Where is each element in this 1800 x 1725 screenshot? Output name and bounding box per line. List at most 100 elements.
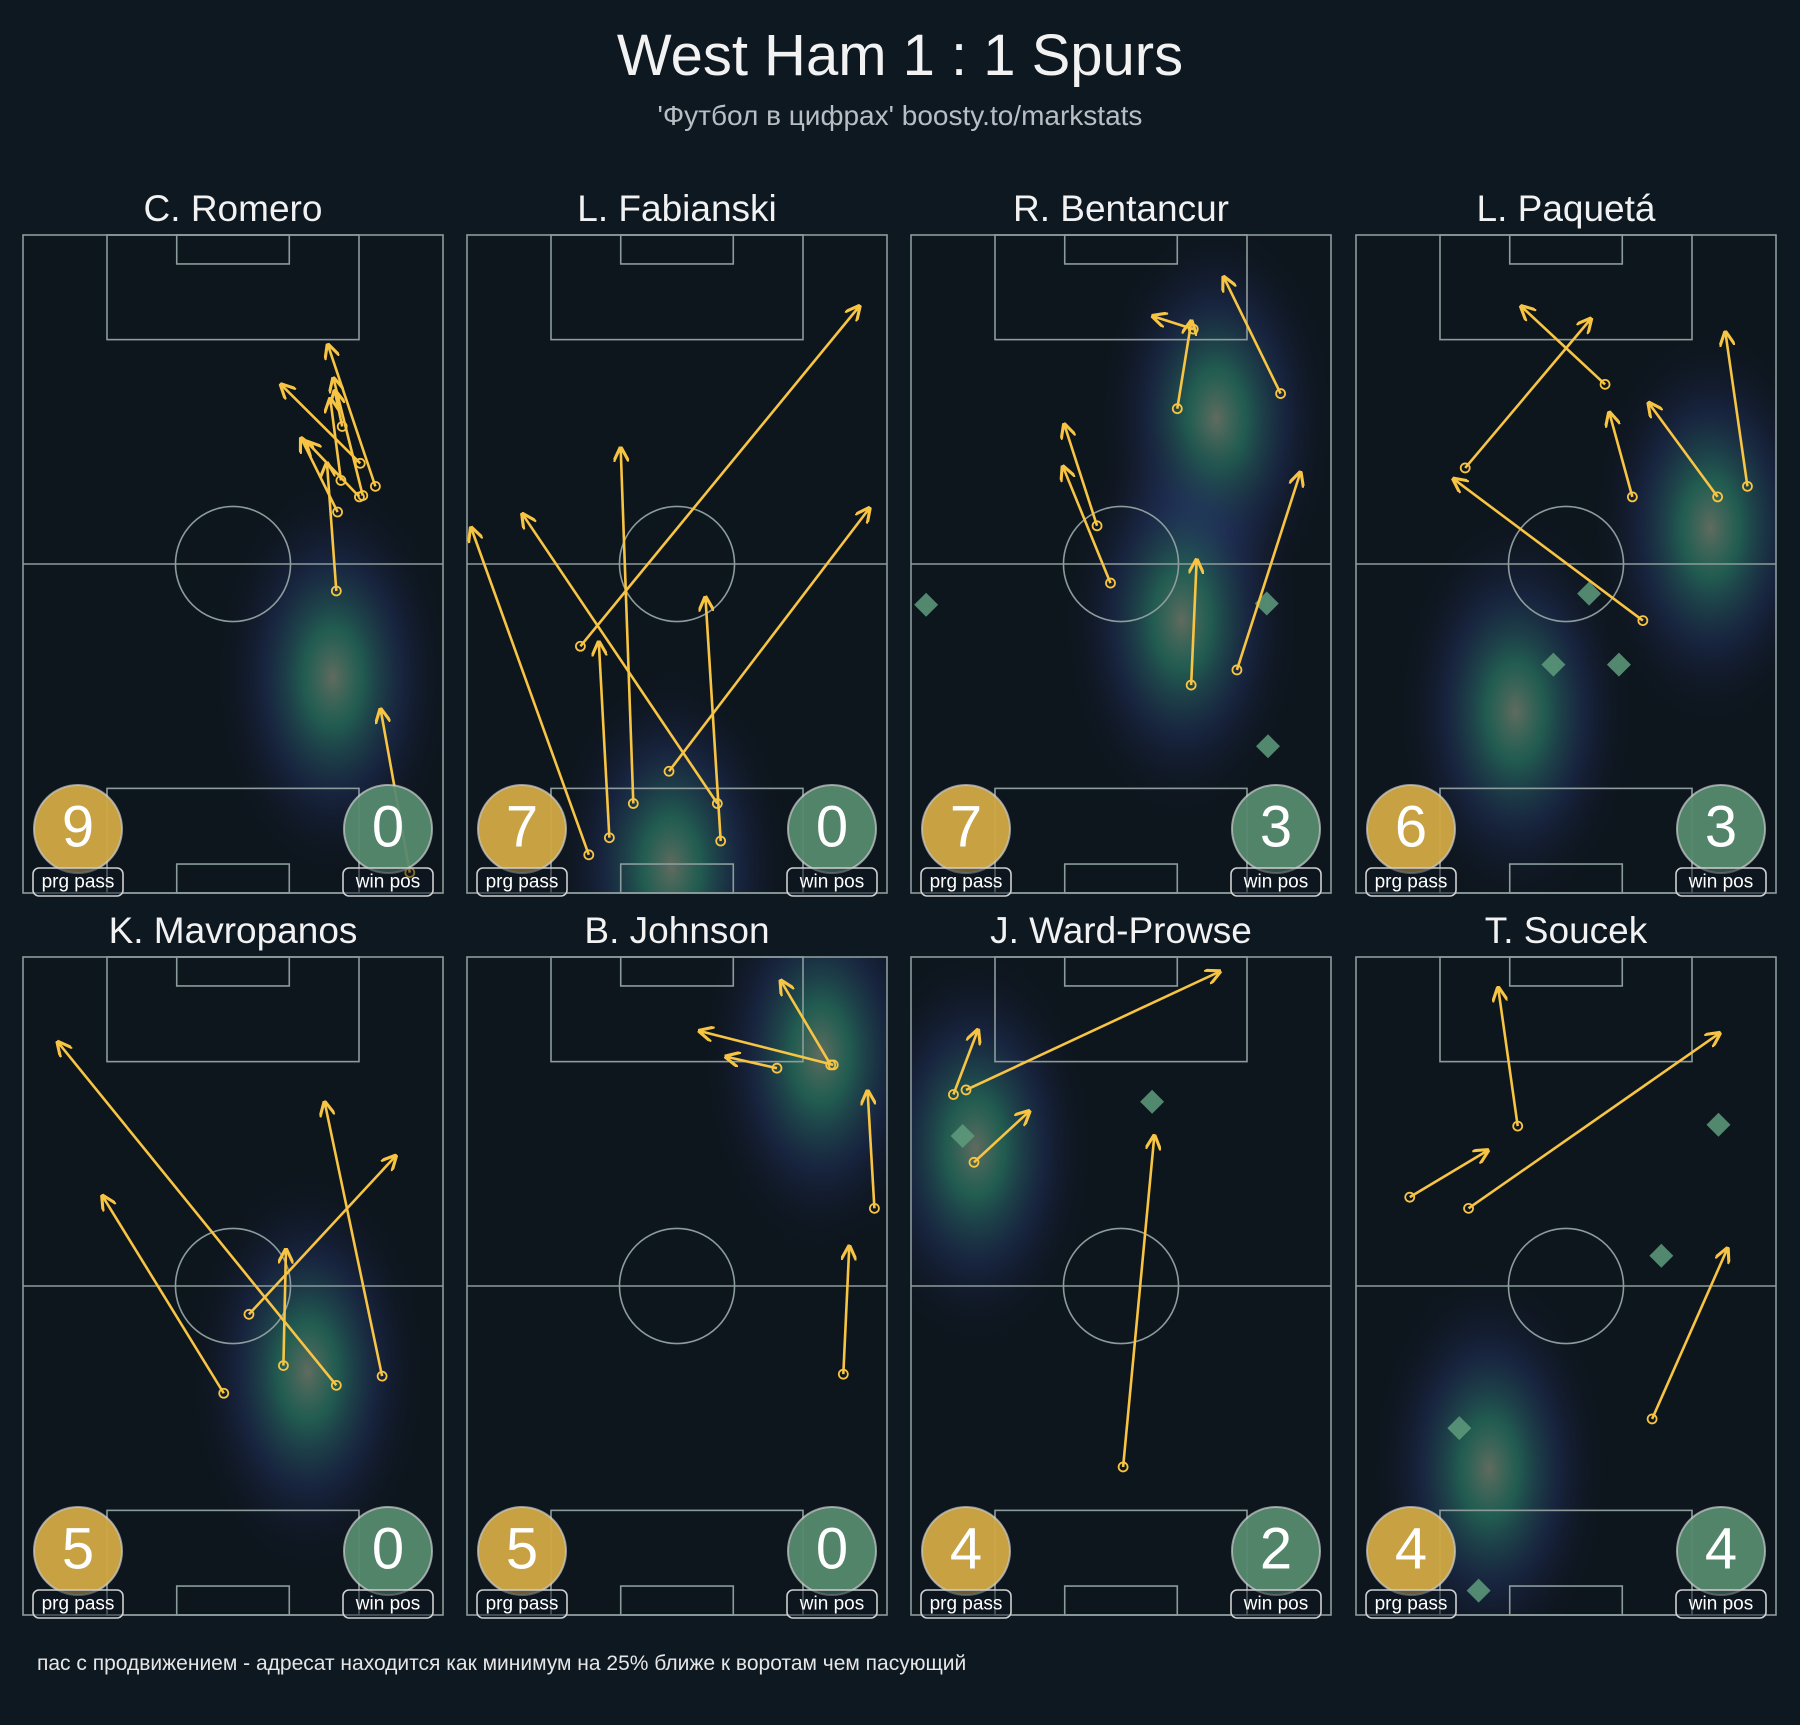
prg-pass-badge: 5 prg pass — [32, 1506, 124, 1619]
progressive-pass-arrow — [1467, 1034, 1719, 1210]
prg-pass-label-box — [1365, 867, 1457, 897]
density-heatmap — [190, 1174, 426, 1569]
prg-pass-count: 9 — [62, 795, 94, 860]
footnote: пас с продвижением - адресат находится к… — [37, 1652, 967, 1675]
pass-origin-marker — [1171, 403, 1183, 415]
center-circle — [618, 1227, 736, 1345]
win-pos-count: 3 — [1260, 795, 1292, 860]
win-position-marker — [1447, 1416, 1472, 1441]
prg-pass-label: prg pass — [930, 872, 1003, 893]
pass-origin-marker — [1187, 323, 1199, 335]
pass-origin-marker — [1637, 615, 1649, 626]
progressive-pass-arrow — [1191, 561, 1196, 686]
progressive-pass-arrow — [843, 1248, 849, 1375]
win-pos-label: win pos — [1243, 872, 1308, 893]
prg-pass-count: 7 — [506, 795, 538, 860]
six-yard-box — [1508, 863, 1624, 894]
prg-pass-label: prg pass — [1375, 1594, 1448, 1615]
pass-origin-marker — [948, 1089, 959, 1100]
pass-origin-marker — [1459, 462, 1471, 474]
win-pos-count: 4 — [1705, 1517, 1737, 1582]
density-heatmap — [553, 669, 789, 893]
six-yard-box — [1508, 956, 1624, 987]
density-peak — [553, 669, 789, 893]
six-yard-box — [619, 863, 735, 894]
pass-origin-marker — [1512, 1120, 1524, 1132]
prg-pass-label-box — [32, 867, 124, 897]
prg-pass-label: prg pass — [42, 1594, 115, 1615]
progressive-pass-arrow — [1726, 334, 1749, 487]
win-position-marker — [1140, 1089, 1165, 1114]
progressive-pass-arrow — [103, 1197, 225, 1394]
player-name: J. Ward-Prowse — [990, 910, 1252, 951]
win-pos-badge: 0 win pos — [342, 784, 434, 897]
pass-origin-marker — [663, 765, 675, 777]
pass-origin-marker — [960, 1084, 972, 1096]
progressive-pass-arrow — [1498, 989, 1519, 1127]
win-pos-label-box — [1230, 867, 1322, 897]
progressive-pass-arrow — [282, 386, 362, 465]
density-peak — [215, 479, 443, 875]
progressive-pass-arrow — [1224, 278, 1282, 395]
chart-subtitle: 'Футбол в цифрах' boosty.to/markstats — [657, 100, 1143, 131]
six-yard-box — [1508, 234, 1624, 265]
player-panel: K. Mavropanos 5 prg pass 0 win pos — [22, 910, 444, 1619]
win-pos-label: win pos — [799, 872, 864, 893]
pass-origin-marker — [1404, 1191, 1416, 1203]
win-pos-badge: 3 win pos — [1675, 784, 1767, 897]
prg-pass-label-box — [920, 867, 1012, 897]
player-name: B. Johnson — [584, 910, 769, 951]
prg-pass-label: prg pass — [486, 1594, 559, 1615]
pass-origin-marker — [330, 585, 342, 597]
progressive-pass-arrow — [1455, 480, 1644, 622]
pass-origin-marker — [575, 640, 586, 652]
player-name: K. Mavropanos — [109, 910, 358, 951]
pass-origin-marker — [1742, 480, 1753, 492]
prg-pass-badge: 9 prg pass — [32, 784, 124, 897]
prg-pass-badge: 6 prg pass — [1365, 784, 1457, 897]
progressive-pass-arrow — [1464, 320, 1590, 469]
center-circle — [1507, 1227, 1625, 1345]
player-panel: T. Soucek 4 prg pass 4 win pos — [1355, 910, 1777, 1619]
prg-pass-count: 4 — [950, 1517, 982, 1582]
density-peak — [1398, 514, 1634, 893]
density-heatmap — [911, 957, 1093, 1346]
six-yard-box — [1063, 956, 1179, 987]
progressive-pass-arrow — [1409, 1151, 1487, 1199]
pass-origin-marker — [837, 1368, 849, 1380]
pass-origin-marker — [1105, 577, 1116, 589]
prg-pass-badge: 4 prg pass — [1365, 1506, 1457, 1619]
prg-pass-label: prg pass — [1375, 872, 1448, 893]
pass-origin-marker — [336, 421, 348, 432]
progressive-pass-arrow — [965, 972, 1218, 1092]
density-peak — [911, 957, 1093, 1346]
prg-pass-label: prg pass — [930, 1594, 1003, 1615]
win-pos-label-box — [342, 867, 434, 897]
pass-origin-marker — [825, 1059, 837, 1071]
six-yard-box — [175, 863, 291, 894]
pass-origin-marker — [1626, 491, 1638, 503]
progressive-pass-arrow — [1650, 1250, 1727, 1420]
density-heatmap — [703, 957, 887, 1252]
progressive-pass-arrow — [328, 346, 377, 487]
player-panel: B. Johnson 5 prg pass 0 win pos — [466, 910, 888, 1619]
progressive-pass-arrow — [308, 443, 361, 498]
pass-origin-marker — [330, 1379, 342, 1391]
prg-pass-label-box — [476, 867, 568, 897]
win-pos-badge: 0 win pos — [342, 1506, 434, 1619]
six-yard-box — [1063, 863, 1179, 894]
pass-origin-marker — [218, 1387, 230, 1399]
prg-pass-count: 5 — [62, 1517, 94, 1582]
win-pos-label: win pos — [1243, 1594, 1308, 1615]
player-name: L. Fabianski — [577, 188, 777, 229]
pass-origin-marker — [627, 798, 639, 809]
win-pos-badge: 0 win pos — [786, 1506, 878, 1619]
progressive-pass-arrow — [706, 599, 722, 842]
progressive-pass-arrow — [327, 465, 338, 592]
pass-origin-marker — [1599, 378, 1611, 390]
progressive-pass-arrow — [1522, 307, 1606, 386]
progressive-pass-arrow — [1065, 426, 1099, 527]
win-pos-count: 0 — [816, 795, 848, 860]
progressive-pass-arrow — [1121, 1137, 1154, 1468]
prg-pass-label-box — [476, 1589, 568, 1619]
